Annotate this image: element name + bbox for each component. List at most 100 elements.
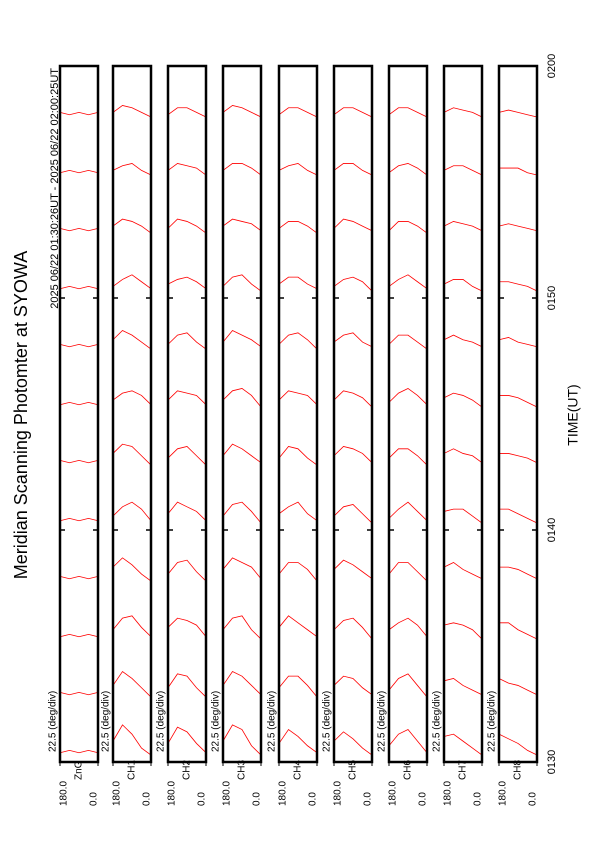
panel-traces (278, 107, 318, 754)
y-tick-label: 180.0 (167, 781, 178, 806)
scan-trace (59, 575, 99, 580)
y-tick-label: 0.0 (308, 792, 319, 806)
scan-trace (333, 390, 373, 408)
scan-trace (112, 390, 152, 406)
scale-label: 22.5 (deg/div) (101, 691, 112, 752)
scan-trace (167, 390, 207, 406)
scan-trace (333, 731, 373, 756)
scan-trace (222, 274, 262, 292)
scan-trace (278, 332, 318, 350)
channel-label: CH8 (513, 760, 524, 780)
scan-trace (443, 107, 483, 118)
y-tick-label: 180.0 (388, 781, 399, 806)
scan-trace (499, 395, 538, 408)
channel-label: ZnG (74, 760, 85, 780)
scan-trace (443, 334, 483, 348)
scan-trace (443, 165, 483, 176)
scan-trace (388, 221, 428, 234)
scan-trace (112, 105, 152, 118)
scan-trace (167, 332, 207, 350)
scan-trace (167, 218, 207, 234)
scan-trace (333, 559, 373, 580)
scan-trace (167, 726, 207, 754)
scan-trace (59, 285, 99, 290)
scan-trace (443, 448, 483, 464)
scan-trace (278, 615, 318, 638)
x-tick-label: 0200 (546, 54, 558, 78)
channel-label: CH2 (182, 760, 193, 780)
scan-trace (278, 446, 318, 466)
panel-frame (277, 64, 319, 764)
scan-trace (443, 733, 483, 756)
scan-trace (333, 218, 373, 232)
panel-traces (333, 107, 373, 756)
scale-label: 22.5 (deg/div) (267, 691, 278, 752)
scan-trace (112, 329, 152, 350)
panel-frame (497, 64, 539, 764)
y-tick-label: 0.0 (142, 792, 153, 806)
scan-trace (222, 724, 262, 756)
scan-trace (498, 733, 538, 756)
y-tick-label: 180.0 (333, 781, 344, 806)
scan-trace (499, 622, 538, 640)
scan-trace (167, 276, 207, 290)
scan-trace (443, 678, 483, 696)
scan-trace (222, 443, 262, 464)
scan-trace (278, 728, 318, 754)
scan-trace (498, 223, 538, 232)
channel-label: CH4 (293, 760, 304, 780)
scan-trace (498, 678, 538, 696)
scan-trace (278, 163, 318, 176)
scan-trace (388, 107, 428, 118)
scan-trace (112, 218, 152, 234)
scale-label: 22.5 (deg/div) (487, 691, 498, 752)
x-tick-label: 0150 (546, 286, 558, 310)
chart-title: Meridian Scanning Photomter at SYOWA (11, 251, 31, 579)
scan-trace (388, 729, 428, 753)
channel-label: CH3 (237, 760, 248, 780)
scan-trace (499, 281, 538, 292)
panel-traces (59, 111, 99, 754)
scan-trace (59, 111, 99, 116)
scan-trace (59, 633, 99, 638)
scan-trace (112, 443, 152, 466)
scan-trace (167, 107, 207, 118)
scan-trace (333, 446, 373, 464)
scan-trace (222, 105, 262, 118)
scan-trace (443, 562, 483, 580)
panel-frame (58, 64, 100, 764)
scan-trace (278, 390, 318, 406)
panel-frame (166, 64, 208, 764)
scan-trace (222, 218, 262, 232)
scan-trace (443, 221, 483, 232)
scan-trace (222, 163, 262, 176)
scan-trace (167, 163, 207, 176)
scan-trace (443, 279, 483, 292)
scan-trace (222, 388, 262, 408)
scan-trace (333, 332, 373, 348)
scan-trace (499, 508, 538, 524)
scan-trace (333, 617, 373, 640)
scan-trace (498, 109, 538, 118)
scan-trace (112, 557, 152, 582)
y-tick-label: 0.0 (197, 792, 208, 806)
panel-traces (112, 105, 152, 756)
chart-subtitle: 2025 06/22 01:30:26UT - 2025 06/22 02:00… (49, 68, 61, 309)
panel-traces (222, 105, 262, 756)
scan-trace (222, 671, 262, 696)
scan-trace (167, 501, 207, 522)
scan-trace (59, 459, 99, 464)
scan-trace (443, 508, 483, 524)
scan-trace (278, 107, 318, 118)
scan-trace (59, 517, 99, 522)
y-tick-label: 0.0 (89, 792, 100, 806)
scale-label: 22.5 (deg/div) (156, 691, 167, 752)
scan-trace (388, 562, 428, 582)
panel-traces (167, 107, 207, 754)
scan-trace (499, 453, 538, 464)
y-tick-label: 180.0 (278, 781, 289, 806)
scan-trace (222, 557, 262, 579)
scan-trace (112, 724, 152, 756)
scan-trace (333, 675, 373, 696)
y-tick-label: 180.0 (222, 781, 233, 806)
